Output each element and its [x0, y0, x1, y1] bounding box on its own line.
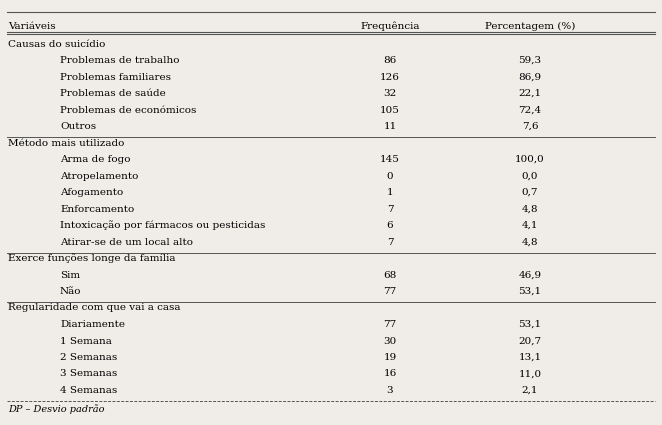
Text: 11,0: 11,0 [518, 369, 542, 379]
Text: Enforcamento: Enforcamento [60, 204, 134, 213]
Text: 77: 77 [383, 320, 397, 329]
Text: DP – Desvio padrão: DP – Desvio padrão [8, 404, 105, 414]
Text: 86: 86 [383, 56, 397, 65]
Text: Exerce funções longe da família: Exerce funções longe da família [8, 254, 175, 264]
Text: 126: 126 [380, 73, 400, 82]
Text: 105: 105 [380, 105, 400, 114]
Text: 7,6: 7,6 [522, 122, 538, 131]
Text: 46,9: 46,9 [518, 270, 542, 280]
Text: Intoxicação por fármacos ou pesticidas: Intoxicação por fármacos ou pesticidas [60, 221, 265, 230]
Text: 2,1: 2,1 [522, 386, 538, 395]
Text: 72,4: 72,4 [518, 105, 542, 114]
Text: Problemas de económicos: Problemas de económicos [60, 105, 197, 114]
Text: Causas do suicídio: Causas do suicídio [8, 40, 105, 48]
Text: Arma de fogo: Arma de fogo [60, 155, 130, 164]
Text: 32: 32 [383, 89, 397, 98]
Text: 6: 6 [387, 221, 393, 230]
Text: 30: 30 [383, 337, 397, 346]
Text: 0,0: 0,0 [522, 172, 538, 181]
Text: 19: 19 [383, 353, 397, 362]
Text: 4,8: 4,8 [522, 204, 538, 213]
Text: Atropelamento: Atropelamento [60, 172, 138, 181]
Text: 68: 68 [383, 270, 397, 280]
Text: 16: 16 [383, 369, 397, 379]
Text: Atirar-se de um local alto: Atirar-se de um local alto [60, 238, 193, 246]
Text: 1 Semana: 1 Semana [60, 337, 112, 346]
Text: Frequência: Frequência [360, 21, 420, 31]
Text: 7: 7 [387, 238, 393, 246]
Text: Regularidade com que vai a casa: Regularidade com que vai a casa [8, 303, 181, 312]
Text: 77: 77 [383, 287, 397, 296]
Text: Não: Não [60, 287, 81, 296]
Text: 22,1: 22,1 [518, 89, 542, 98]
Text: 53,1: 53,1 [518, 287, 542, 296]
Text: 0: 0 [387, 172, 393, 181]
Text: 11: 11 [383, 122, 397, 131]
Text: Problemas de saúde: Problemas de saúde [60, 89, 166, 98]
Text: 100,0: 100,0 [515, 155, 545, 164]
Text: 20,7: 20,7 [518, 337, 542, 346]
Text: 3 Semanas: 3 Semanas [60, 369, 117, 379]
Text: Problemas de trabalho: Problemas de trabalho [60, 56, 179, 65]
Text: Sim: Sim [60, 270, 80, 280]
Text: 1: 1 [387, 188, 393, 197]
Text: 3: 3 [387, 386, 393, 395]
Text: 4,8: 4,8 [522, 238, 538, 246]
Text: 53,1: 53,1 [518, 320, 542, 329]
Text: 2 Semanas: 2 Semanas [60, 353, 117, 362]
Text: Variáveis: Variáveis [8, 22, 56, 31]
Text: Método mais utilizado: Método mais utilizado [8, 139, 124, 147]
Text: Diariamente: Diariamente [60, 320, 125, 329]
Text: 145: 145 [380, 155, 400, 164]
Text: 4,1: 4,1 [522, 221, 538, 230]
Text: 4 Semanas: 4 Semanas [60, 386, 117, 395]
Text: 59,3: 59,3 [518, 56, 542, 65]
Text: 86,9: 86,9 [518, 73, 542, 82]
Text: Afogamento: Afogamento [60, 188, 123, 197]
Text: 7: 7 [387, 204, 393, 213]
Text: 0,7: 0,7 [522, 188, 538, 197]
Text: Percentagem (%): Percentagem (%) [485, 21, 575, 31]
Text: 13,1: 13,1 [518, 353, 542, 362]
Text: Outros: Outros [60, 122, 96, 131]
Text: Problemas familiares: Problemas familiares [60, 73, 171, 82]
